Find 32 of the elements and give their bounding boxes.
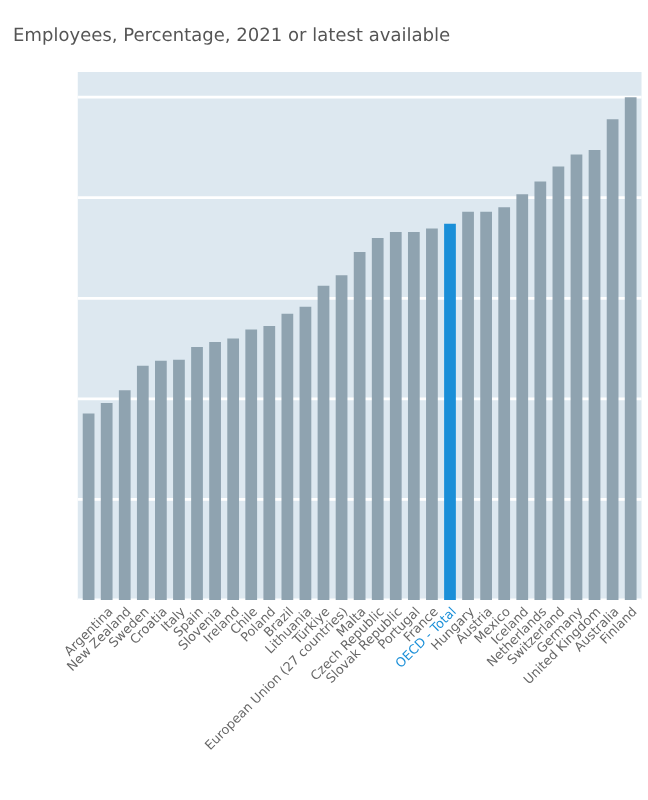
bar: [100, 402, 113, 600]
bar: [281, 313, 294, 600]
bar: [480, 211, 492, 600]
bar: [299, 306, 312, 600]
bar: [118, 390, 131, 600]
bar: [624, 97, 637, 600]
bar: [155, 360, 167, 600]
bar: [371, 237, 384, 600]
bar: [444, 223, 456, 600]
bar: [191, 347, 203, 600]
chart-subtitle: Employees, Percentage, 2021 or latest available: [14, 27, 450, 45]
bar: [426, 228, 438, 600]
bar: [245, 329, 258, 600]
bar: [462, 211, 474, 600]
bar: [552, 166, 565, 600]
bar: [317, 285, 330, 600]
bar: [516, 194, 529, 600]
bar: [335, 275, 348, 600]
bar: [606, 119, 619, 600]
bar: [389, 231, 402, 600]
bar: [588, 149, 601, 600]
bar: [136, 365, 149, 600]
bar: [534, 181, 547, 600]
bar: [498, 207, 511, 600]
bar: [209, 342, 221, 600]
bar: [173, 359, 185, 600]
bar: [570, 154, 583, 600]
bar: [263, 325, 276, 600]
bar: [407, 231, 420, 600]
bar: [82, 413, 95, 600]
bar: [353, 252, 366, 600]
bar: [227, 338, 240, 600]
